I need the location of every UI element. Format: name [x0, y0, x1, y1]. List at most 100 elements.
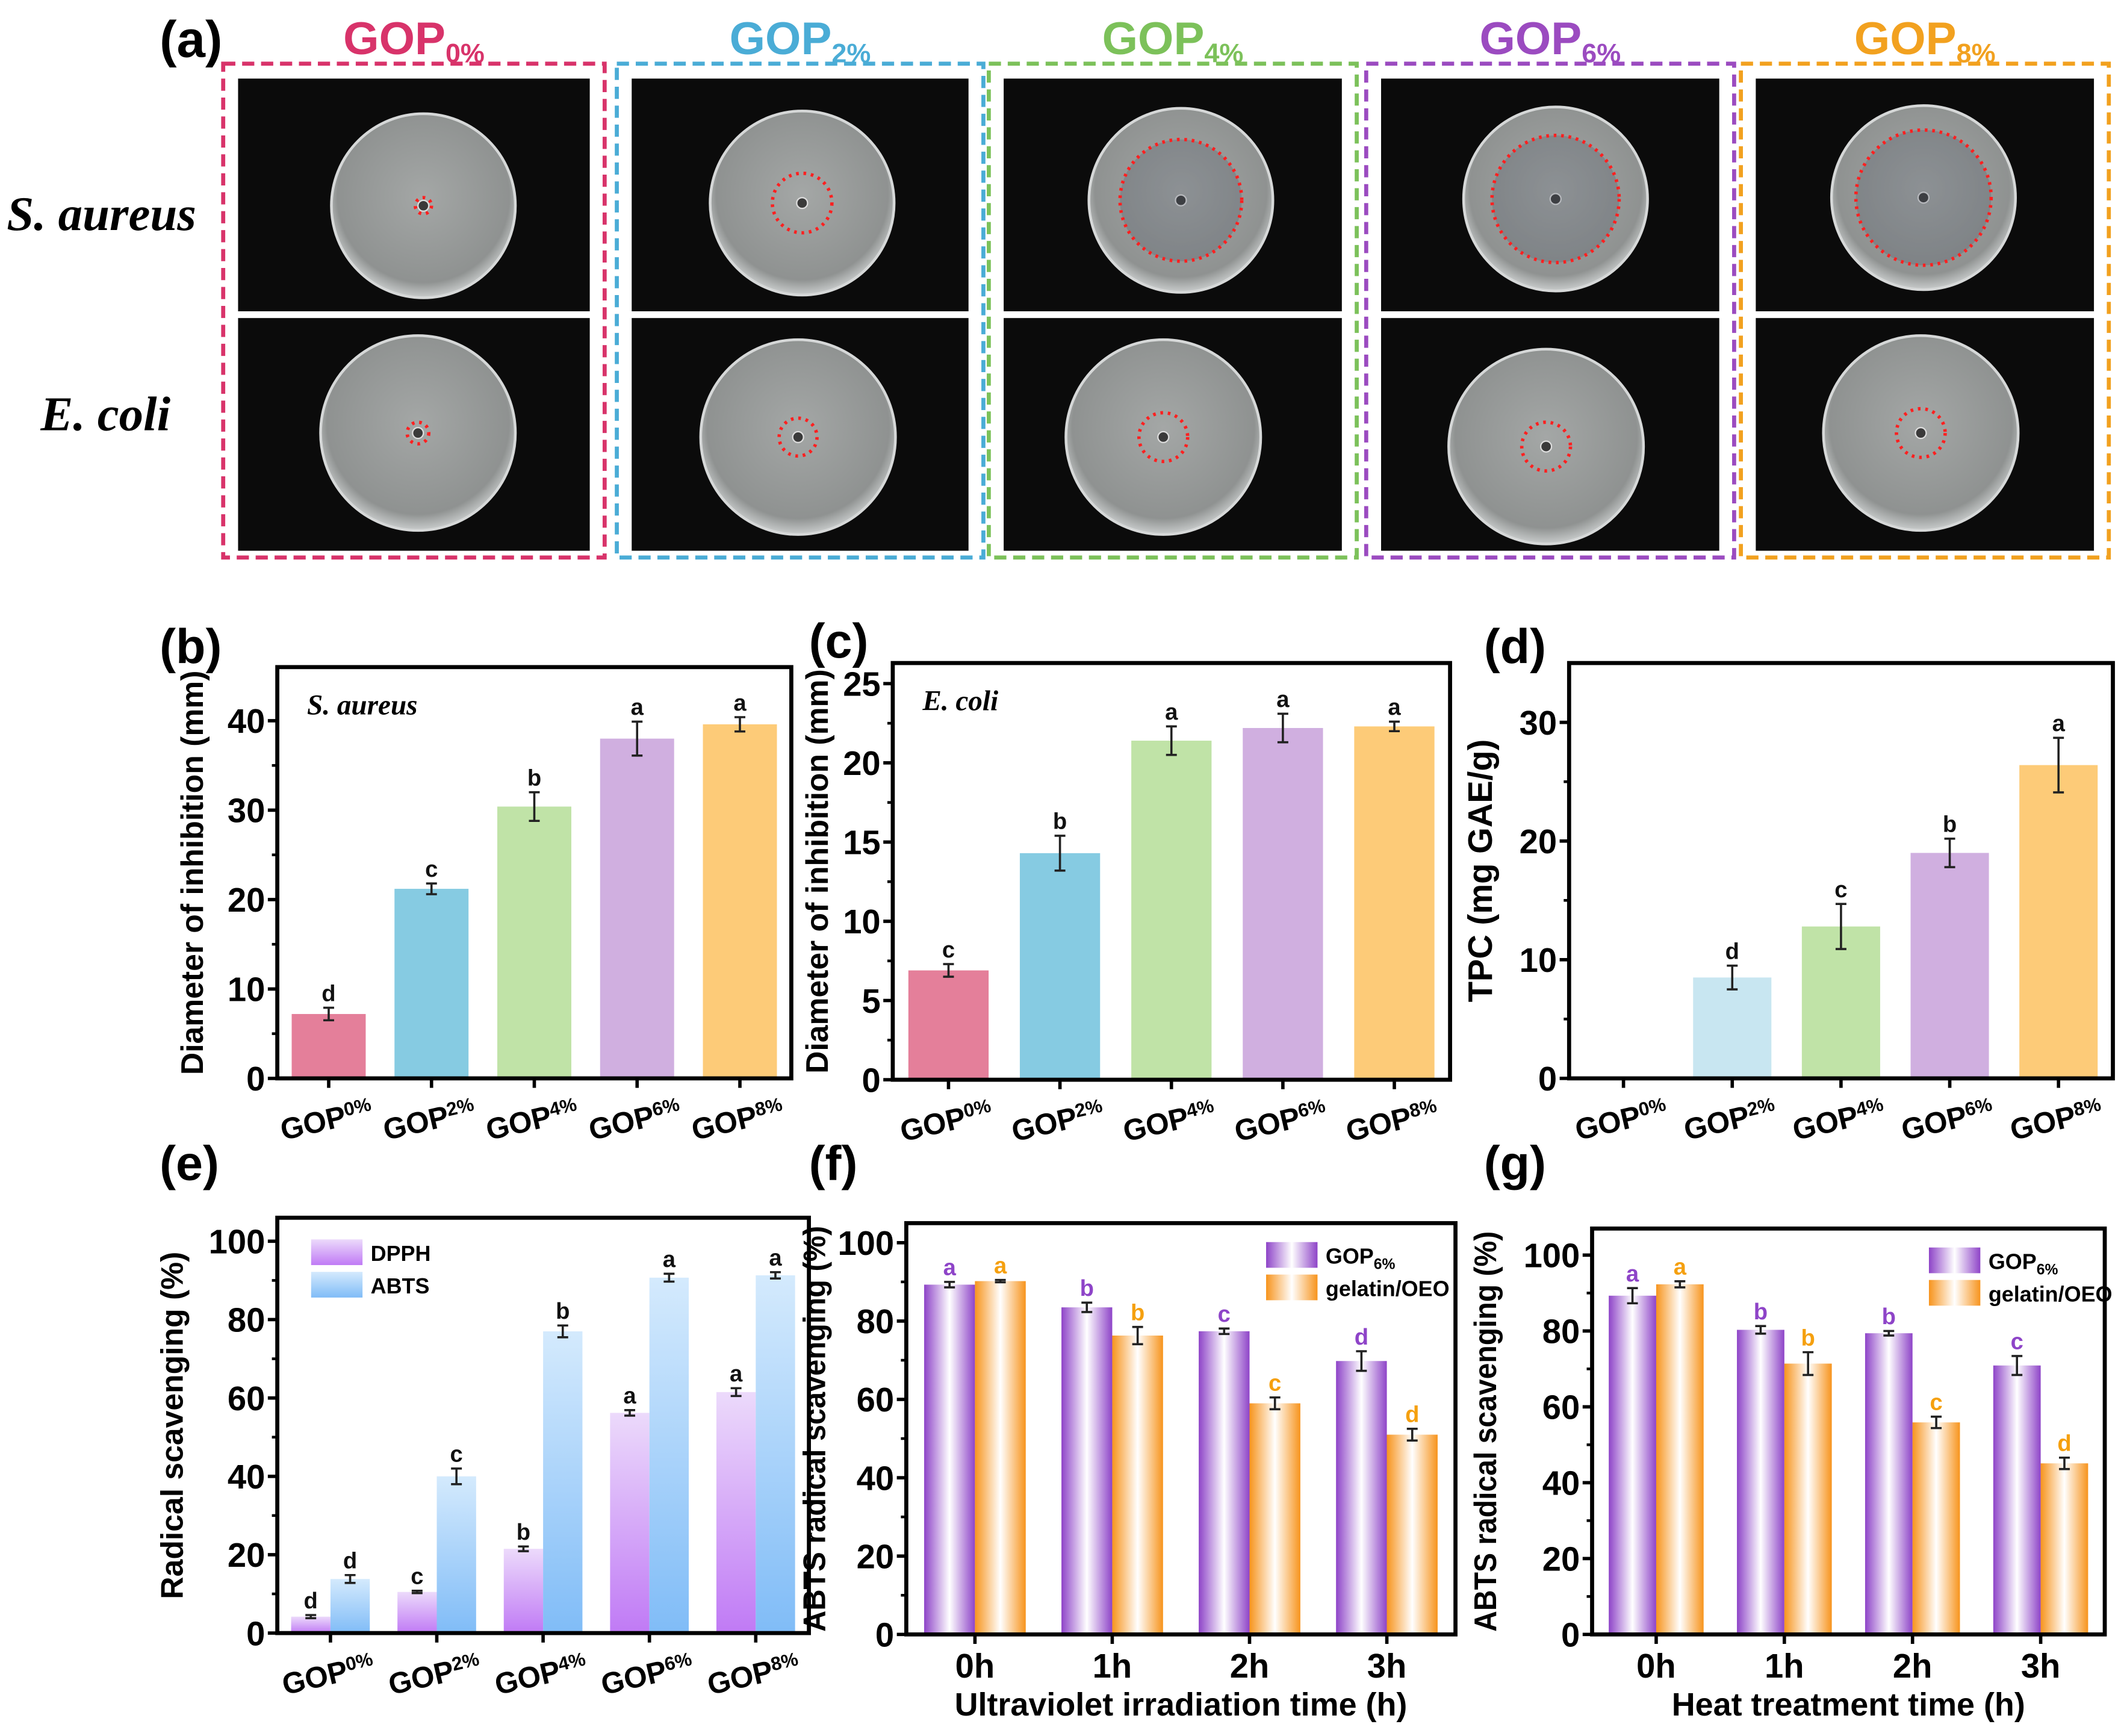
error-bar [451, 1467, 462, 1486]
x-tick-label-subscript: 0% [342, 1094, 373, 1120]
well-hole [1914, 427, 1927, 440]
significance-letter: a [1626, 1261, 1639, 1287]
column-header: GOP0% [343, 13, 485, 68]
significance-letter: d [1355, 1324, 1368, 1350]
error-bar [1269, 1396, 1281, 1411]
y-tick-label: 15 [843, 824, 880, 862]
x-tick-label: GOP6% [1898, 1094, 1997, 1147]
y-tick-label: 20 [1542, 1540, 1580, 1578]
legend: DPPH ABTS [311, 1239, 430, 1298]
well-hole [796, 197, 809, 210]
y-tick-label: 60 [857, 1381, 894, 1419]
bar [1061, 1307, 1113, 1635]
x-tick-label-base: GOP [1231, 1101, 1303, 1148]
x-tick-label-subscript: 4% [556, 1648, 588, 1675]
column-header-subscript: 2% [831, 38, 871, 69]
x-tick-label-subscript: 2% [1073, 1095, 1104, 1121]
y-tick-label: 100 [209, 1223, 266, 1261]
bar [1336, 1361, 1387, 1635]
error-bar [632, 720, 643, 757]
column-header: GOP8% [1854, 13, 1996, 68]
significance-letter: d [1725, 938, 1739, 964]
x-tick-label-base: GOP [277, 1100, 349, 1146]
x-tick-label-subscript: 8% [1408, 1095, 1439, 1121]
significance-letter: a [663, 1246, 676, 1272]
y-tick-label: 60 [1542, 1389, 1580, 1426]
error-bar [344, 1573, 356, 1584]
inhibition-zone-circle [1118, 137, 1244, 263]
bar [543, 1331, 583, 1634]
x-tick-label: 3h [2021, 1647, 2061, 1685]
error-bar [518, 1545, 529, 1552]
error-bar [1277, 712, 1288, 744]
bar [1784, 1363, 1832, 1635]
x-tick-label-base: GOP [483, 1100, 554, 1146]
y-tick-label: 30 [1520, 704, 1557, 742]
bar [703, 724, 777, 1078]
bar [1019, 853, 1101, 1080]
y-tick-label: 10 [843, 903, 880, 941]
significance-letter: a [631, 694, 644, 720]
significance-letter: c [2011, 1329, 2023, 1355]
dashed-group-frame [1739, 61, 2111, 560]
error-bar [529, 791, 540, 823]
x-tick-label: GOP8% [1343, 1095, 1441, 1148]
x-tick-label: GOP6% [598, 1648, 697, 1702]
x-tick-label-base: GOP [380, 1100, 452, 1146]
x-tick-label: GOP2% [380, 1094, 479, 1147]
y-axis-label: Radical scavenging (%) [154, 1252, 189, 1599]
error-bar [1627, 1287, 1638, 1305]
y-tick-label: 10 [228, 971, 265, 1009]
panel-label: (g) [1484, 1136, 1546, 1190]
legend-swatch [311, 1239, 363, 1265]
x-tick-label: 2h [1893, 1647, 1933, 1685]
bar [1243, 727, 1323, 1080]
y-tick-label: 0 [862, 1061, 880, 1099]
x-tick-label: GOP0% [897, 1095, 996, 1148]
error-bar [305, 1614, 317, 1620]
species-annotation: E. coli [922, 686, 998, 717]
significance-letter: a [623, 1383, 636, 1409]
significance-letter: b [1053, 809, 1067, 835]
error-bar [557, 1324, 568, 1339]
legend-swatch [1928, 1280, 1981, 1306]
chart-panel-e: (e) d c b a a d c b a a 0 20 40 60 80 100 Radical scaveng… [154, 1136, 811, 1702]
x-tick-label-base: GOP [1898, 1100, 1970, 1146]
x-tick-label: GOP4% [483, 1094, 582, 1147]
significance-letter: b [1131, 1299, 1144, 1325]
significance-letter: d [321, 980, 335, 1006]
panel-label: (a) [160, 11, 222, 69]
panel-label: (b) [160, 620, 222, 674]
legend-swatch [311, 1272, 363, 1298]
x-tick-label-base: GOP [1572, 1100, 1644, 1146]
significance-letter: d [304, 1588, 318, 1614]
significance-letter: a [1276, 686, 1290, 712]
well-hole [792, 431, 804, 444]
bar [1249, 1403, 1300, 1635]
x-tick-label-base: GOP [1343, 1101, 1414, 1148]
y-tick-label: 20 [228, 1536, 265, 1574]
legend-swatch [1266, 1274, 1318, 1301]
x-tick-label-base: GOP [1008, 1101, 1080, 1148]
dashed-group-frame [221, 61, 607, 560]
y-tick-label: 40 [1542, 1464, 1580, 1502]
y-tick-label: 80 [1542, 1313, 1580, 1351]
inhibition-zone-circle [413, 196, 433, 216]
y-axis-label: TPC (mg GAE/g) [1461, 739, 1499, 1003]
x-tick-label-base: GOP [1681, 1100, 1753, 1146]
y-axis-label: ABTS radical scavenging (%) [1468, 1231, 1503, 1632]
legend: GOP6% gelatin/OEO [1266, 1242, 1450, 1301]
significance-letter: c [411, 1564, 423, 1590]
y-tick-label: 10 [1520, 941, 1557, 979]
bar [1910, 853, 1989, 1078]
column-header-subscript: 8% [1957, 38, 1996, 69]
bar [1354, 726, 1435, 1080]
inhibition-zone-circle [771, 171, 834, 235]
y-tick-label: 20 [857, 1537, 894, 1575]
dashed-group-frame [987, 61, 1359, 560]
y-tick-label: 40 [228, 1458, 265, 1496]
x-tick-label-subscript: 2% [450, 1648, 481, 1675]
x-tick-label: GOP0% [277, 1094, 376, 1147]
well-hole [417, 199, 430, 212]
photo-column-0pct: GOP0% [221, 13, 607, 560]
